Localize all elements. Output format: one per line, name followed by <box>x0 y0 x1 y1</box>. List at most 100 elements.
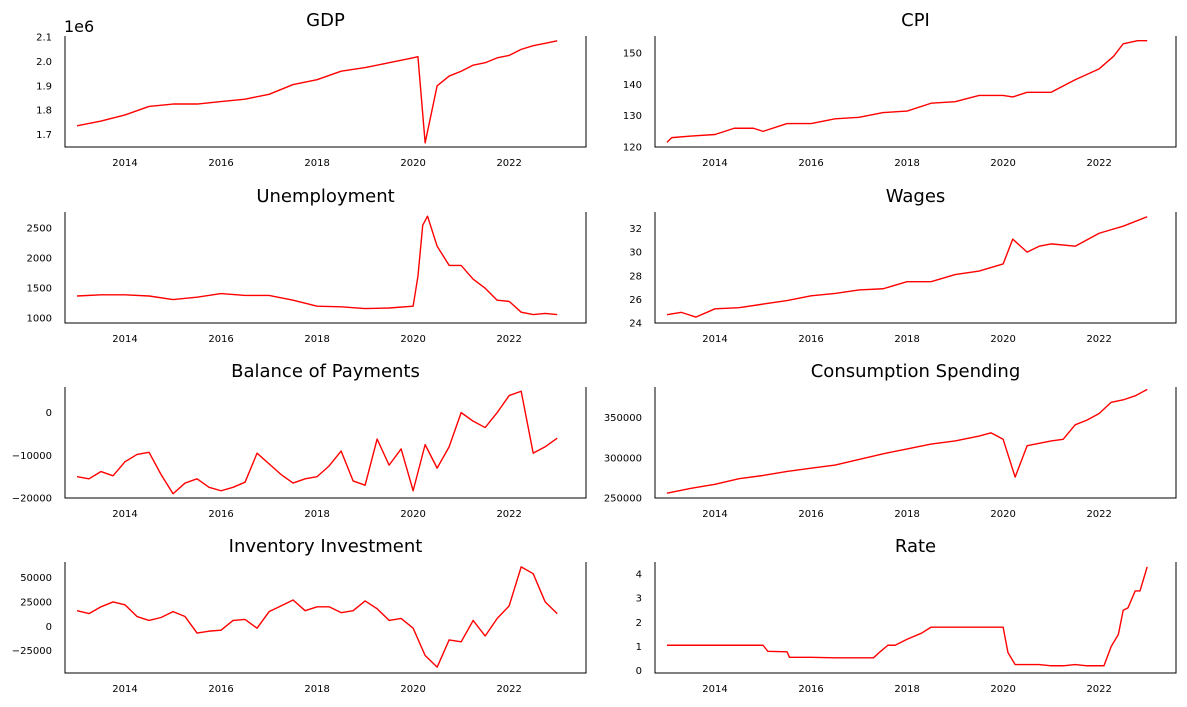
x-tick-label: 2020 <box>990 158 1015 169</box>
axis-frame <box>64 212 587 324</box>
y-tick-label: 1.8 <box>36 106 52 117</box>
x-tick-label: 2016 <box>798 684 823 695</box>
x-tick-label: 2018 <box>894 684 919 695</box>
chart-panel-1: CPI 2014 2016 2018 2020 2022 120 130 140 150 <box>623 10 1177 169</box>
x-tick-label: 2020 <box>990 509 1015 520</box>
y-tick-label: 3 <box>636 594 642 605</box>
series-line <box>76 390 558 495</box>
chart-panel-4: Balance of Payments 2014 2016 2018 2020 2022 −… <box>12 361 587 520</box>
chart-panel-6: Inventory Investment 2014 2016 2018 2020 2022… <box>12 536 587 695</box>
y-tick-label: 26 <box>629 295 642 306</box>
x-tick-label: 2018 <box>894 158 919 169</box>
series-line <box>667 566 1148 667</box>
x-tick-label: 2014 <box>112 334 137 345</box>
x-tick-label: 2022 <box>1086 509 1111 520</box>
chart-title: CPI <box>901 10 930 31</box>
axis-frame <box>64 36 587 148</box>
x-tick-label: 2014 <box>112 509 137 520</box>
x-tick-label: 2018 <box>894 509 919 520</box>
y-tick-label: 50000 <box>20 573 52 584</box>
axis-frame <box>654 212 1177 324</box>
y-tick-label: −20000 <box>12 494 52 505</box>
x-tick-label: 2018 <box>894 334 919 345</box>
y-tick-label: 2 <box>636 618 642 629</box>
axis-frame <box>654 387 1177 499</box>
series-line <box>76 40 558 144</box>
x-tick-label: 2020 <box>400 509 425 520</box>
y-tick-label: 1.9 <box>36 81 52 92</box>
y-tick-label: 24 <box>629 319 642 330</box>
x-tick-label: 2014 <box>702 509 727 520</box>
axis-frame <box>654 562 1177 674</box>
x-tick-label: 2020 <box>990 684 1015 695</box>
axis-offset-label: 1e6 <box>64 17 94 36</box>
x-tick-label: 2016 <box>798 334 823 345</box>
y-tick-label: 30 <box>629 248 642 259</box>
y-tick-label: 32 <box>629 224 642 235</box>
y-tick-label: 0 <box>46 622 52 633</box>
axis-frame <box>64 387 587 499</box>
y-tick-label: 1 <box>636 642 642 653</box>
axis-frame <box>654 36 1177 148</box>
y-tick-label: −10000 <box>12 451 52 462</box>
y-tick-label: 350000 <box>604 413 642 424</box>
x-tick-label: 2022 <box>1086 334 1111 345</box>
x-tick-label: 2022 <box>496 509 521 520</box>
y-tick-label: 4 <box>636 570 642 581</box>
chart-panel-3: Wages 2014 2016 2018 2020 2022 24 26 28 30 32 <box>629 186 1177 345</box>
y-tick-label: 2.1 <box>36 33 52 44</box>
x-tick-label: 2022 <box>496 334 521 345</box>
series-line <box>666 388 1148 494</box>
x-tick-label: 2014 <box>702 158 727 169</box>
x-tick-label: 2016 <box>798 158 823 169</box>
x-tick-label: 2016 <box>208 334 233 345</box>
x-tick-label: 2016 <box>208 509 233 520</box>
y-tick-label: 1000 <box>27 314 52 325</box>
x-tick-label: 2022 <box>1086 684 1111 695</box>
y-tick-label: 120 <box>623 143 642 154</box>
chart-title: Wages <box>886 186 946 207</box>
x-tick-label: 2018 <box>304 509 329 520</box>
x-tick-label: 2016 <box>798 509 823 520</box>
y-tick-label: 25000 <box>20 597 52 608</box>
y-tick-label: 130 <box>623 111 642 122</box>
x-tick-label: 2018 <box>304 334 329 345</box>
y-tick-label: 300000 <box>604 453 642 464</box>
chart-title: Consumption Spending <box>811 361 1021 382</box>
axis-frame <box>64 562 587 674</box>
chart-panel-5: Consumption Spending 2014 2016 2018 2020 2022… <box>604 361 1177 520</box>
y-tick-label: 2000 <box>27 254 52 265</box>
chart-panel-7: Rate 2014 2016 2018 2020 2022 0 1 2 3 4 <box>636 536 1177 695</box>
x-tick-label: 2020 <box>990 334 1015 345</box>
y-tick-label: 0 <box>636 666 642 677</box>
x-tick-label: 2022 <box>1086 158 1111 169</box>
x-tick-label: 2018 <box>304 158 329 169</box>
y-tick-label: 150 <box>623 49 642 60</box>
x-tick-label: 2014 <box>112 684 137 695</box>
y-tick-label: 140 <box>623 80 642 91</box>
y-tick-label: 1500 <box>27 284 52 295</box>
y-tick-label: 28 <box>629 271 642 282</box>
chart-title: Inventory Investment <box>229 536 423 557</box>
chart-title: GDP <box>306 10 345 31</box>
chart-panel-2: Unemployment 2014 2016 2018 2020 2022 1000 1500… <box>27 186 587 345</box>
x-tick-label: 2020 <box>400 684 425 695</box>
x-tick-label: 2014 <box>702 334 727 345</box>
x-tick-label: 2016 <box>208 684 233 695</box>
x-tick-label: 2022 <box>496 158 521 169</box>
y-tick-label: 2.0 <box>36 57 52 68</box>
y-tick-label: −25000 <box>12 646 52 657</box>
series-line <box>76 215 558 316</box>
x-tick-label: 2016 <box>208 158 233 169</box>
x-tick-label: 2020 <box>400 158 425 169</box>
x-tick-label: 2020 <box>400 334 425 345</box>
y-tick-label: 2500 <box>27 224 52 235</box>
series-line <box>666 216 1148 318</box>
y-tick-label: 0 <box>46 408 52 419</box>
chart-title: Balance of Payments <box>231 361 420 382</box>
series-line <box>76 566 558 668</box>
chart-title: Unemployment <box>256 186 394 207</box>
x-tick-label: 2018 <box>304 684 329 695</box>
chart-panel-0: GDP 1e6 2014 2016 2018 2020 2022 1.7 1.8 1.9 2.0 2.… <box>36 10 587 169</box>
